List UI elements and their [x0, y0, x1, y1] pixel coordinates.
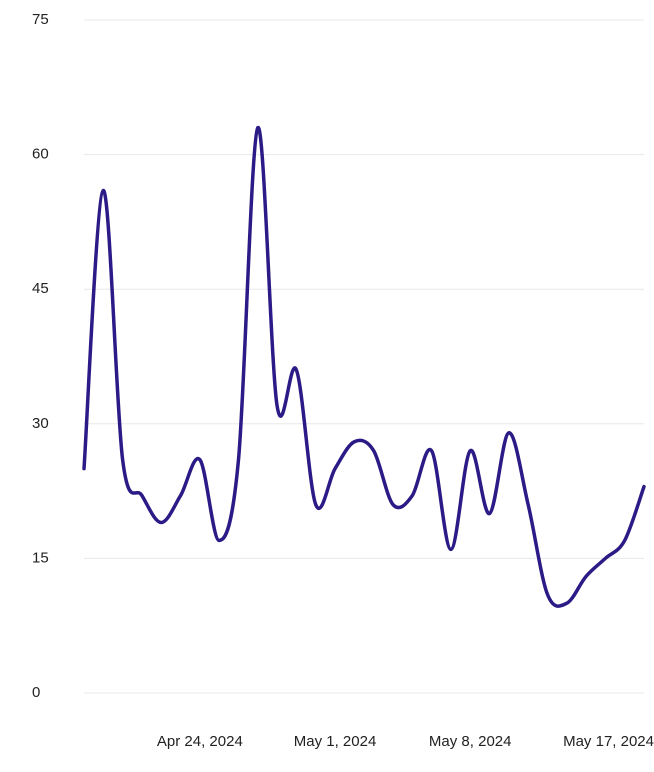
y-tick-label: 30 — [32, 415, 49, 432]
y-tick-label: 60 — [32, 146, 49, 163]
y-tick-label: 75 — [32, 11, 49, 28]
line — [82, 125, 646, 608]
y-tick-label: 45 — [32, 280, 49, 297]
y-tick-label: 0 — [32, 684, 40, 701]
x-tick-label: Apr 24, 2024 — [157, 733, 243, 750]
x-tick-label: May 1, 2024 — [294, 733, 377, 750]
y-tick-label: 15 — [32, 549, 49, 566]
x-tick-label: May 8, 2024 — [429, 733, 512, 750]
x-tick-label: May 17, 2024 — [563, 733, 654, 750]
